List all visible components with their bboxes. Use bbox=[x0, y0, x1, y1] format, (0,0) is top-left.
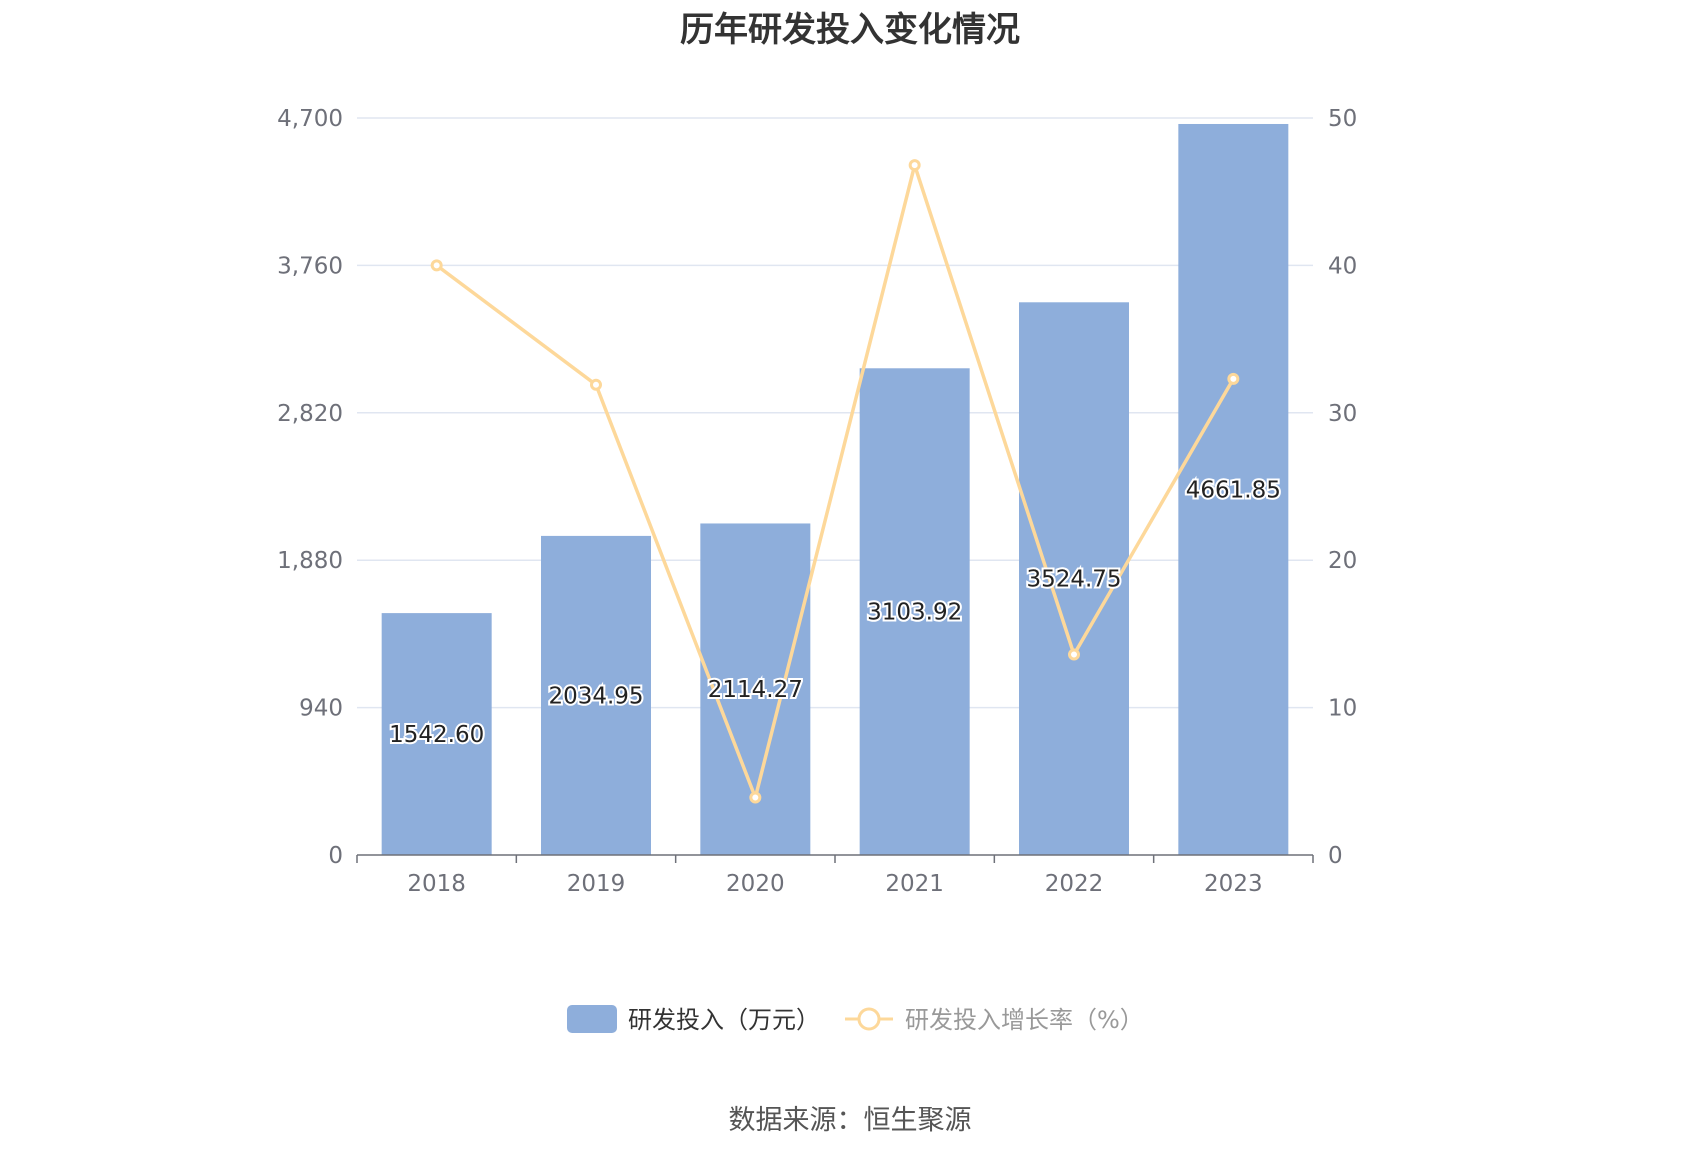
bar-series bbox=[381, 123, 1289, 856]
right-tick-label: 0 bbox=[1328, 843, 1343, 869]
legend-line-marker bbox=[857, 1007, 881, 1031]
bar bbox=[859, 368, 970, 855]
right-tick-label: 40 bbox=[1328, 253, 1357, 279]
growth-rate-line bbox=[435, 163, 1235, 800]
left-tick-label: 1,880 bbox=[277, 548, 343, 574]
left-tick-label: 940 bbox=[299, 696, 343, 722]
bar-value-label: 4661.85 bbox=[1186, 477, 1281, 503]
legend-bar-swatch bbox=[567, 1005, 617, 1033]
line-point bbox=[430, 259, 443, 272]
x-axis: 2018 2019 2020 2021 2022 2023 bbox=[356, 854, 1314, 897]
line-point bbox=[1068, 648, 1080, 661]
bar bbox=[1019, 302, 1129, 856]
line-point bbox=[1227, 372, 1240, 385]
line-point bbox=[749, 791, 762, 804]
left-y-axis: 0 940 1,880 2,820 3,760 4,700 bbox=[277, 106, 343, 869]
x-tick-label: 2019 bbox=[567, 871, 626, 897]
legend-line-label: 研发投入增长率（%） bbox=[905, 1006, 1144, 1034]
bar-value-label: 3103.92 bbox=[867, 600, 962, 626]
bar bbox=[381, 613, 492, 855]
x-tick-label: 2022 bbox=[1045, 871, 1104, 897]
legend-item-bar[interactable]: 研发投入（万元） bbox=[567, 1005, 820, 1034]
right-tick-label: 10 bbox=[1328, 696, 1357, 722]
left-tick-label: 0 bbox=[328, 843, 343, 869]
right-tick-label: 30 bbox=[1328, 401, 1357, 427]
line-point bbox=[908, 159, 921, 172]
x-tick-label: 2018 bbox=[407, 871, 466, 897]
bar-value-label: 2034.95 bbox=[548, 683, 643, 709]
right-tick-label: 20 bbox=[1328, 548, 1357, 574]
bar bbox=[541, 535, 651, 855]
left-tick-label: 2,820 bbox=[277, 401, 343, 427]
right-y-axis: 0 10 20 30 40 50 bbox=[1328, 106, 1357, 869]
right-tick-label: 50 bbox=[1328, 106, 1357, 132]
x-tick-label: 2020 bbox=[726, 871, 785, 897]
left-tick-label: 4,700 bbox=[277, 106, 343, 132]
grid-lines bbox=[357, 117, 1313, 709]
legend: 研发投入（万元） 研发投入增长率（%） bbox=[567, 1005, 1144, 1034]
legend-item-line[interactable]: 研发投入增长率（%） bbox=[845, 1006, 1144, 1034]
line-series bbox=[430, 159, 1240, 804]
bar-value-label: 3524.75 bbox=[1026, 567, 1121, 593]
x-tick-label: 2021 bbox=[885, 871, 944, 897]
bar-value-label: 2114.27 bbox=[708, 677, 803, 703]
bar-value-label: 1542.60 bbox=[389, 722, 484, 748]
chart-title: 历年研发投入变化情况 bbox=[680, 10, 1020, 50]
left-tick-label: 3,760 bbox=[277, 253, 343, 279]
bar bbox=[1178, 123, 1289, 856]
source-note: 数据来源：恒生聚源 bbox=[728, 1105, 972, 1136]
legend-bar-label: 研发投入（万元） bbox=[628, 1006, 820, 1034]
bar-value-labels: 1542.60 2034.95 2114.27 3103.92 3524.75 4661.… bbox=[387, 475, 1283, 750]
x-tick-label: 2023 bbox=[1204, 871, 1263, 897]
line-point bbox=[590, 378, 602, 391]
